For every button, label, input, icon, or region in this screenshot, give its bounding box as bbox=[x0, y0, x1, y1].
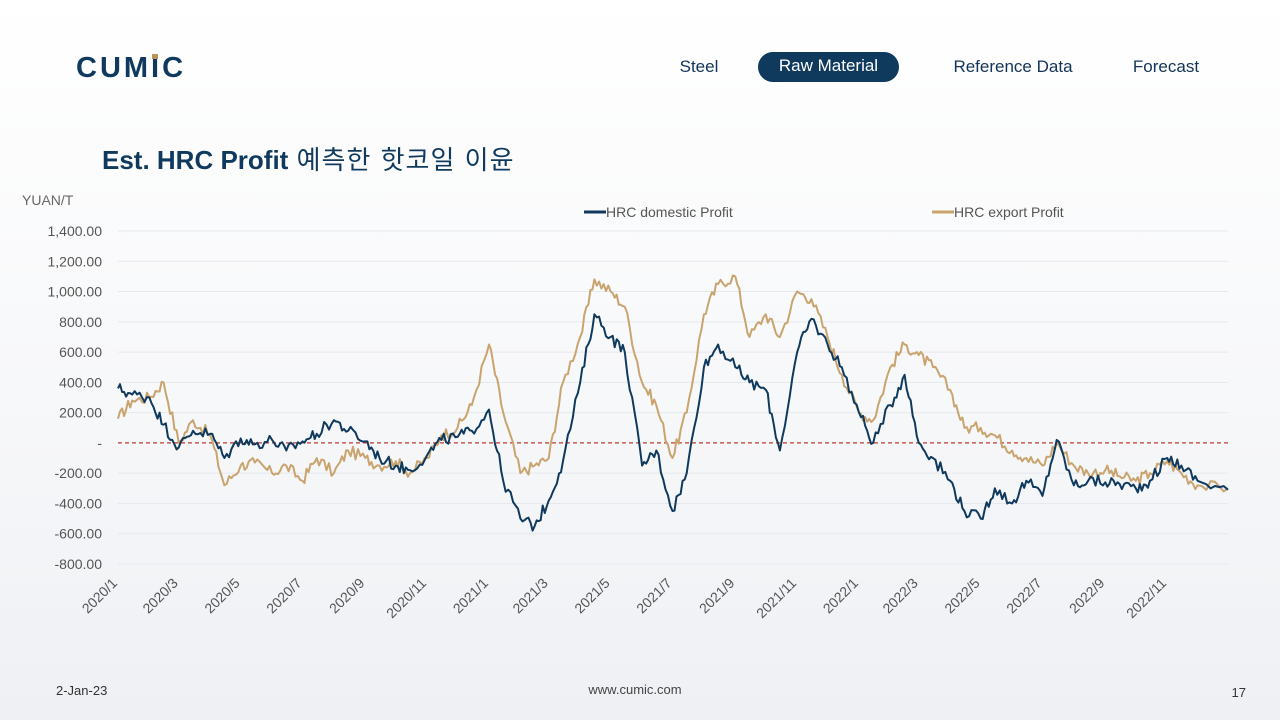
y-tick-label: -800.00 bbox=[55, 556, 103, 572]
y-tick-label: -600.00 bbox=[55, 526, 103, 542]
series-lines bbox=[117, 274, 1229, 532]
page-title-bold: Est. HRC Profit bbox=[102, 145, 289, 175]
y-tick-label: 600.00 bbox=[59, 344, 102, 360]
y-tick-label: -400.00 bbox=[55, 495, 103, 511]
nav-steel[interactable]: Steel bbox=[679, 57, 719, 76]
x-tick-label: 2020/5 bbox=[201, 575, 243, 617]
nav-forecast[interactable]: Forecast bbox=[1132, 57, 1200, 76]
chart-legend: HRC domestic Profit HRC export Profit bbox=[584, 204, 1064, 220]
y-axis-labels: -800.00-600.00-400.00-200.00-200.00400.0… bbox=[48, 223, 103, 572]
x-tick-label: 2020/1 bbox=[79, 575, 121, 617]
footer-url[interactable]: www.cumic.com bbox=[588, 682, 682, 697]
x-tick-label: 2020/3 bbox=[139, 575, 181, 617]
x-tick-label: 2021/7 bbox=[633, 575, 675, 617]
x-tick-label: 2021/3 bbox=[509, 575, 551, 617]
series-line-0 bbox=[117, 313, 1229, 532]
legend-label: HRC domestic Profit bbox=[606, 204, 733, 220]
y-tick-label: 1,000.00 bbox=[48, 284, 103, 300]
hrc-profit-chart: -800.00-600.00-400.00-200.00-200.00400.0… bbox=[22, 192, 1229, 622]
footer-date: 2-Jan-23 bbox=[56, 683, 108, 698]
x-tick-label: 2020/9 bbox=[326, 575, 368, 617]
x-tick-label: 2022/1 bbox=[820, 575, 862, 617]
x-tick-label: 2021/9 bbox=[696, 575, 738, 617]
cumic-logo: CUMIC bbox=[76, 52, 186, 82]
series-line-1 bbox=[117, 274, 1229, 493]
x-tick-label: 2021/1 bbox=[450, 575, 492, 617]
x-tick-label: 2021/11 bbox=[753, 575, 800, 622]
page-title-korean: 예측한 핫코일 이윤 bbox=[296, 146, 515, 176]
logo-text: CUMIC bbox=[76, 52, 186, 82]
x-tick-label: 2020/7 bbox=[263, 575, 305, 617]
y-tick-label: - bbox=[97, 435, 102, 451]
x-tick-label: 2021/5 bbox=[571, 575, 613, 617]
y-tick-label: -200.00 bbox=[55, 465, 103, 481]
y-tick-label: 800.00 bbox=[59, 314, 102, 330]
legend-label: HRC export Profit bbox=[954, 204, 1064, 220]
y-tick-label: 1,400.00 bbox=[48, 223, 103, 239]
x-tick-label: 2022/5 bbox=[941, 575, 983, 617]
page-title: Est. HRC Profit 예측한 핫코일 이윤 bbox=[102, 140, 515, 177]
chart-grid bbox=[118, 230, 1228, 565]
top-nav: Steel Raw Material Reference Data Foreca… bbox=[0, 52, 1280, 82]
y-tick-label: 1,200.00 bbox=[48, 253, 103, 269]
x-tick-label: 2020/11 bbox=[383, 575, 430, 622]
nav-raw-material[interactable]: Raw Material bbox=[758, 52, 899, 82]
x-tick-label: 2022/7 bbox=[1003, 575, 1045, 617]
y-tick-label: 400.00 bbox=[59, 374, 102, 390]
y-axis-unit: YUAN/T bbox=[22, 192, 74, 208]
x-axis-labels: 2020/1 2020/3 2020/5 2020/7 2020/9 2020/11 202… bbox=[79, 575, 1170, 622]
x-tick-label: 2022/9 bbox=[1066, 575, 1108, 617]
footer-page-number: 17 bbox=[1231, 685, 1246, 700]
x-tick-label: 2022/11 bbox=[1123, 575, 1170, 622]
logo-gold-accent bbox=[152, 54, 158, 59]
y-tick-label: 200.00 bbox=[59, 405, 102, 421]
nav-reference-data[interactable]: Reference Data bbox=[953, 57, 1073, 76]
x-tick-label: 2022/3 bbox=[879, 575, 921, 617]
